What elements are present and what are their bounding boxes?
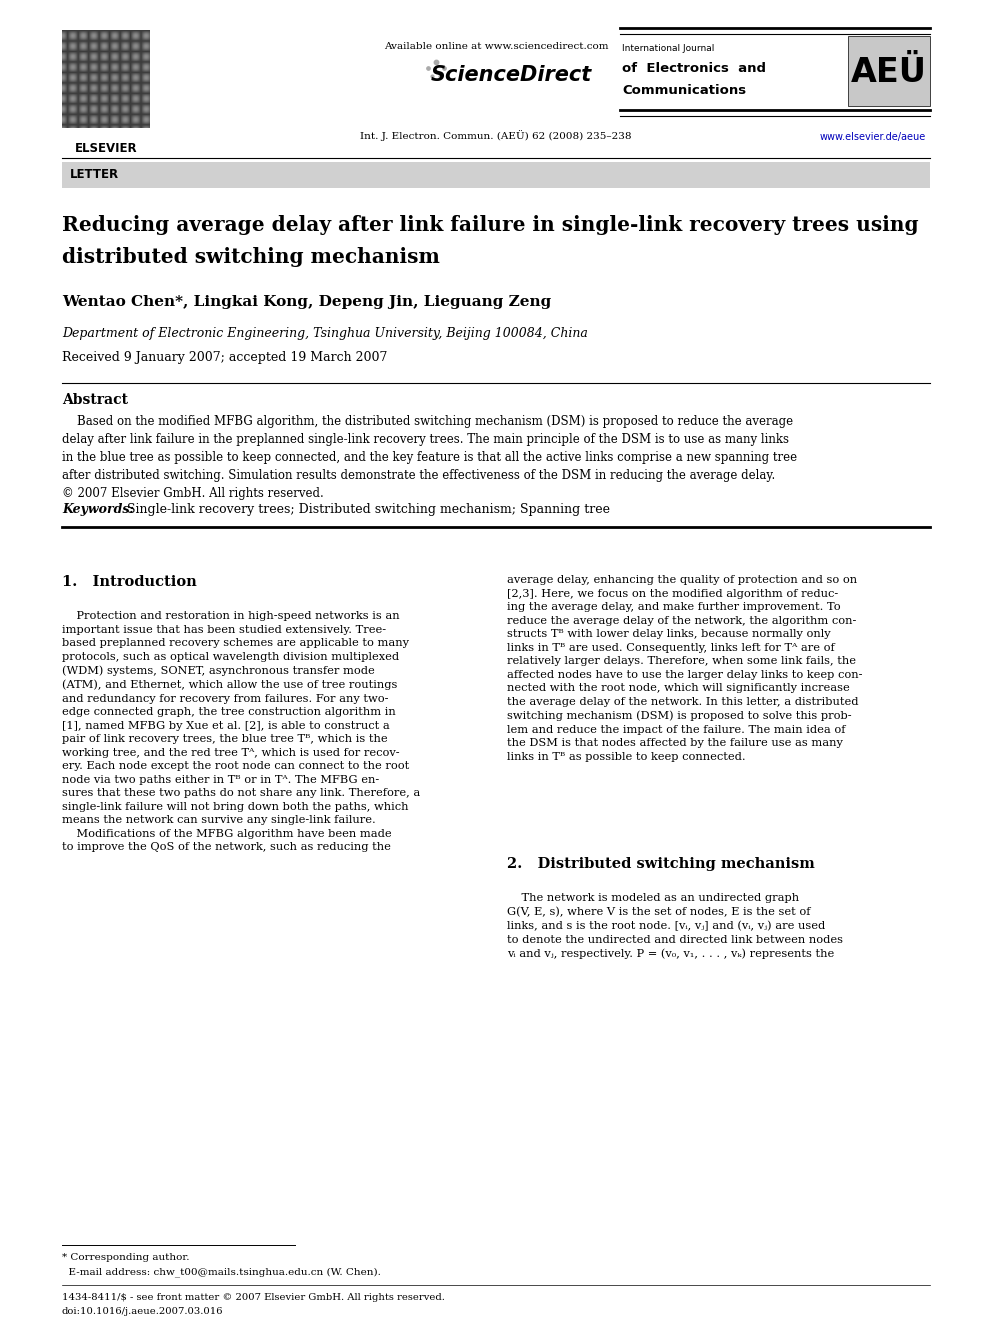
Text: distributed switching mechanism: distributed switching mechanism	[62, 247, 439, 267]
Text: 1434-8411/$ - see front matter © 2007 Elsevier GmbH. All rights reserved.: 1434-8411/$ - see front matter © 2007 El…	[62, 1293, 444, 1302]
Text: Department of Electronic Engineering, Tsinghua University, Beijing 100084, China: Department of Electronic Engineering, Ts…	[62, 327, 588, 340]
Text: Communications: Communications	[622, 83, 746, 97]
Text: * Corresponding author.: * Corresponding author.	[62, 1253, 189, 1262]
Text: Int. J. Electron. Commun. (AEÜ) 62 (2008) 235–238: Int. J. Electron. Commun. (AEÜ) 62 (2008…	[360, 130, 632, 142]
Text: International Journal: International Journal	[622, 44, 714, 53]
Text: Keywords:: Keywords:	[62, 503, 134, 516]
Text: of  Electronics  and: of Electronics and	[622, 62, 766, 75]
Text: Abstract: Abstract	[62, 393, 128, 407]
Text: ELSEVIER: ELSEVIER	[74, 142, 137, 155]
Bar	[848, 36, 930, 106]
Text: AEÜ: AEÜ	[851, 57, 927, 90]
Text: 2.   Distributed switching mechanism: 2. Distributed switching mechanism	[507, 857, 814, 871]
Text: www.elsevier.de/aeue: www.elsevier.de/aeue	[819, 132, 926, 142]
Bar	[62, 161, 930, 188]
Text: doi:10.1016/j.aeue.2007.03.016: doi:10.1016/j.aeue.2007.03.016	[62, 1307, 223, 1316]
Text: Available online at www.sciencedirect.com: Available online at www.sciencedirect.co…	[384, 42, 608, 52]
Text: The network is modeled as an undirected graph
G(V, E, s), where V is the set of : The network is modeled as an undirected …	[507, 893, 843, 959]
Text: E-mail address: chw_t00@mails.tsinghua.edu.cn (W. Chen).: E-mail address: chw_t00@mails.tsinghua.e…	[62, 1267, 381, 1277]
Text: Wentao Chen*, Lingkai Kong, Depeng Jin, Lieguang Zeng: Wentao Chen*, Lingkai Kong, Depeng Jin, …	[62, 295, 552, 310]
Text: ScienceDirect: ScienceDirect	[431, 65, 591, 85]
Text: LETTER: LETTER	[70, 168, 119, 180]
Text: Based on the modified MFBG algorithm, the distributed switching mechanism (DSM) : Based on the modified MFBG algorithm, th…	[62, 415, 798, 500]
Text: Single-link recovery trees; Distributed switching mechanism; Spanning tree: Single-link recovery trees; Distributed …	[127, 503, 610, 516]
Text: Protection and restoration in high-speed networks is an
important issue that has: Protection and restoration in high-speed…	[62, 611, 421, 852]
Text: 1.   Introduction: 1. Introduction	[62, 576, 196, 589]
Text: average delay, enhancing the quality of protection and so on
[2,3]. Here, we foc: average delay, enhancing the quality of …	[507, 576, 862, 762]
Text: Reducing average delay after link failure in single-link recovery trees using: Reducing average delay after link failur…	[62, 216, 919, 235]
Text: Received 9 January 2007; accepted 19 March 2007: Received 9 January 2007; accepted 19 Mar…	[62, 351, 387, 364]
